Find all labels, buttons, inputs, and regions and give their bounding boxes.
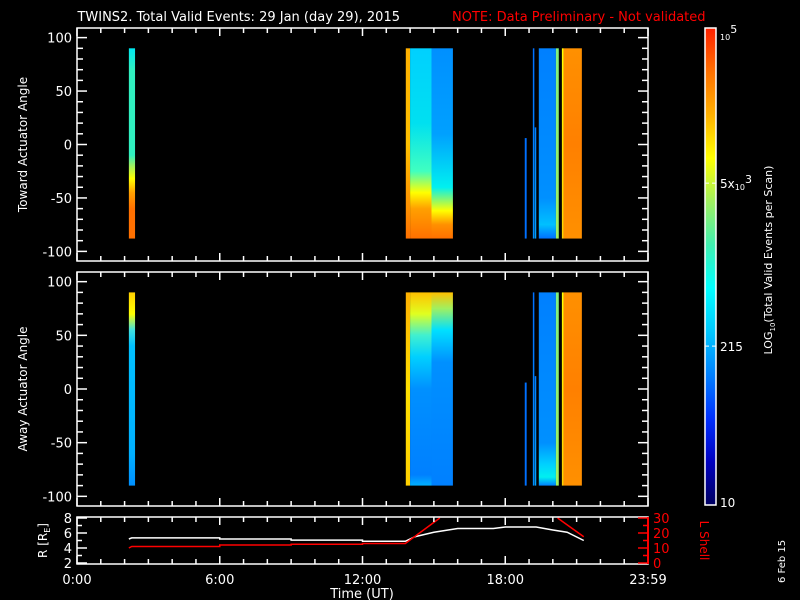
- spectrogram-block: [534, 376, 537, 486]
- tick-exp: 3: [745, 173, 752, 186]
- colorbar-label: LOG10(Total Valid Events per Scan): [762, 166, 777, 355]
- spectrogram-block: [561, 292, 564, 486]
- y2-tick-label: 30: [653, 512, 670, 527]
- y-tick-label: 8: [64, 512, 72, 527]
- spectrogram-block: [431, 48, 453, 239]
- spectrogram-block: [524, 382, 527, 486]
- r-series-line: [128, 526, 585, 542]
- spectrogram-block: [563, 292, 582, 486]
- away-angle-panel: 100 50 0 -50 -100 Away Actuator Angle: [16, 271, 649, 507]
- tick-base: 10: [720, 496, 735, 510]
- y2-tick-label: 10: [653, 542, 670, 557]
- y-tick-label: -100: [42, 490, 72, 505]
- y-label-text: R [R: [36, 533, 50, 558]
- spectrogram-block: [405, 292, 411, 486]
- x-tick-label: 6:00: [205, 573, 234, 588]
- y-tick-label: 0: [64, 139, 72, 154]
- y-tick-label: 100: [47, 276, 72, 291]
- spectrogram-block: [405, 48, 411, 239]
- colorbar-scale: [704, 27, 717, 506]
- x-tick-label: 18:00: [487, 573, 524, 588]
- tick-base: 10: [735, 183, 745, 192]
- y-label-sub: E: [43, 528, 52, 533]
- y-label-close: ]: [36, 523, 50, 528]
- y2-axis-label: L Shell: [697, 521, 711, 561]
- x-axis-label: Time (UT): [329, 587, 394, 600]
- y-axis-label: R [RE]: [36, 523, 52, 558]
- y-tick-label: 6: [64, 527, 72, 542]
- preliminary-note: NOTE: Data Preliminary - Not validated: [452, 10, 706, 25]
- tick-exp: 5: [730, 23, 737, 36]
- y-tick-label: -50: [51, 437, 72, 452]
- y-tick-label: 2: [64, 557, 72, 572]
- date-stamp: 6 Feb 15: [777, 540, 788, 583]
- y-axis-label: Toward Actuator Angle: [16, 77, 30, 213]
- plot-title: TWINS2. Total Valid Events: 29 Jan (day …: [76, 10, 400, 25]
- spectrogram-block: [410, 48, 432, 239]
- y2-tick-label: 0: [653, 557, 661, 572]
- lshell-series-line: [557, 517, 585, 538]
- colorbar-tick-label: 215: [720, 340, 743, 354]
- spectrogram-block: [563, 48, 582, 239]
- tick-base: 10: [720, 33, 730, 42]
- y-tick-label: 4: [64, 542, 72, 557]
- label-suffix: (Total Valid Events per Scan): [762, 166, 775, 323]
- y-axis-label: Away Actuator Angle: [16, 326, 30, 451]
- lshell-series-line: [128, 517, 441, 549]
- spectrogram-block: [538, 48, 556, 239]
- y-tick-label: 50: [55, 85, 72, 100]
- spectrogram-block: [128, 48, 136, 239]
- spectrogram-block: [538, 292, 556, 486]
- colorbar-tick-label: 5x103: [720, 173, 752, 192]
- y2-tick-label: 20: [653, 527, 670, 542]
- spectrogram-block: [532, 292, 535, 486]
- x-tick-label: 12:00: [344, 573, 381, 588]
- y-tick-label: -50: [51, 192, 72, 207]
- y-tick-label: 50: [55, 329, 72, 344]
- y-tick-label: 0: [64, 383, 72, 398]
- x-tick-label: 0:00: [62, 573, 91, 588]
- tick-base: 215: [720, 340, 743, 354]
- colorbar-tick-label: 10: [720, 496, 735, 510]
- spectrogram-block: [534, 127, 537, 239]
- y-tick-label: -100: [42, 245, 72, 260]
- spectrogram-block: [410, 292, 432, 486]
- label-prefix: LOG: [762, 332, 775, 355]
- spectrogram-block: [524, 138, 527, 239]
- spectrogram-block: [128, 292, 136, 486]
- spectrogram-block: [561, 48, 564, 239]
- toward-angle-panel: 100 50 0 -50 -100 Toward Actuator Angle: [16, 27, 649, 262]
- tick-mult: 5x: [720, 177, 735, 191]
- y-tick-label: 100: [47, 32, 72, 47]
- orbit-lines: [128, 517, 585, 549]
- label-sub: 10: [769, 323, 777, 332]
- spectrogram-block: [555, 292, 559, 486]
- spectrogram-block: [532, 48, 535, 239]
- x-tick-label: 23:59: [629, 573, 666, 588]
- colorbar-tick-label: 105: [720, 23, 737, 42]
- spectrogram-block: [555, 48, 559, 239]
- spectrogram-block: [431, 292, 453, 486]
